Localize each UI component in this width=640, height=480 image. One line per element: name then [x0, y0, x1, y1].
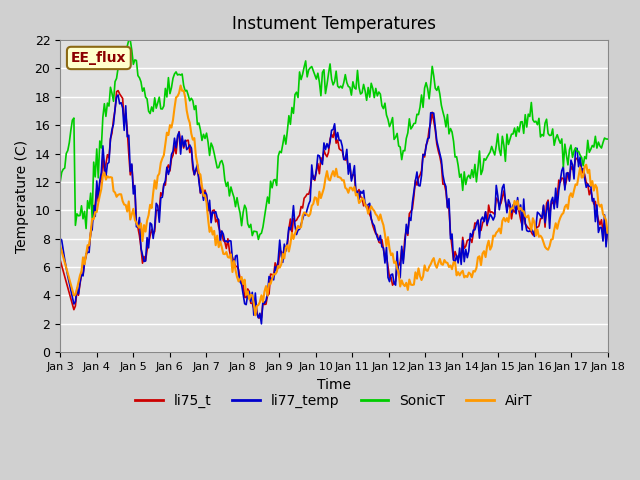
li77_temp	[576, 154, 584, 160]
AirT	[252, 312, 259, 318]
li75_t	[299, 205, 307, 211]
li77_temp	[115, 92, 122, 98]
Text: EE_flux: EE_flux	[71, 51, 127, 65]
Line: li77_temp: li77_temp	[60, 95, 607, 324]
AirT	[604, 230, 611, 236]
Line: li75_t: li75_t	[60, 91, 607, 318]
li75_t	[248, 300, 256, 306]
SonicT	[299, 72, 307, 77]
li77_temp	[299, 216, 307, 222]
AirT	[248, 292, 256, 298]
li77_temp	[248, 289, 256, 295]
SonicT	[604, 136, 611, 142]
li77_temp	[125, 132, 132, 138]
Title: Instument Temperatures: Instument Temperatures	[232, 15, 436, 33]
SonicT	[239, 210, 247, 216]
li77_temp	[56, 236, 64, 241]
SonicT	[221, 177, 228, 183]
li75_t	[256, 315, 264, 321]
AirT	[299, 213, 307, 219]
SonicT	[124, 43, 131, 49]
li75_t	[221, 239, 228, 245]
li77_temp	[239, 291, 247, 297]
li75_t	[115, 88, 122, 94]
X-axis label: Time: Time	[317, 377, 351, 392]
SonicT	[125, 37, 132, 43]
li75_t	[125, 151, 132, 157]
Line: SonicT: SonicT	[60, 40, 607, 240]
li77_temp	[257, 321, 265, 327]
AirT	[221, 251, 228, 257]
Legend: li75_t, li77_temp, SonicT, AirT: li75_t, li77_temp, SonicT, AirT	[129, 389, 538, 414]
li77_temp	[604, 226, 611, 232]
AirT	[56, 243, 64, 249]
SonicT	[56, 179, 64, 185]
AirT	[239, 281, 247, 287]
SonicT	[255, 237, 262, 242]
SonicT	[576, 152, 584, 158]
Line: AirT: AirT	[60, 85, 607, 315]
li75_t	[576, 157, 584, 163]
AirT	[177, 83, 184, 88]
li75_t	[239, 282, 247, 288]
li77_temp	[221, 239, 228, 244]
AirT	[576, 165, 584, 170]
li75_t	[56, 257, 64, 263]
SonicT	[248, 233, 256, 239]
Y-axis label: Temperature (C): Temperature (C)	[15, 140, 29, 253]
AirT	[124, 209, 131, 215]
li75_t	[604, 228, 611, 234]
